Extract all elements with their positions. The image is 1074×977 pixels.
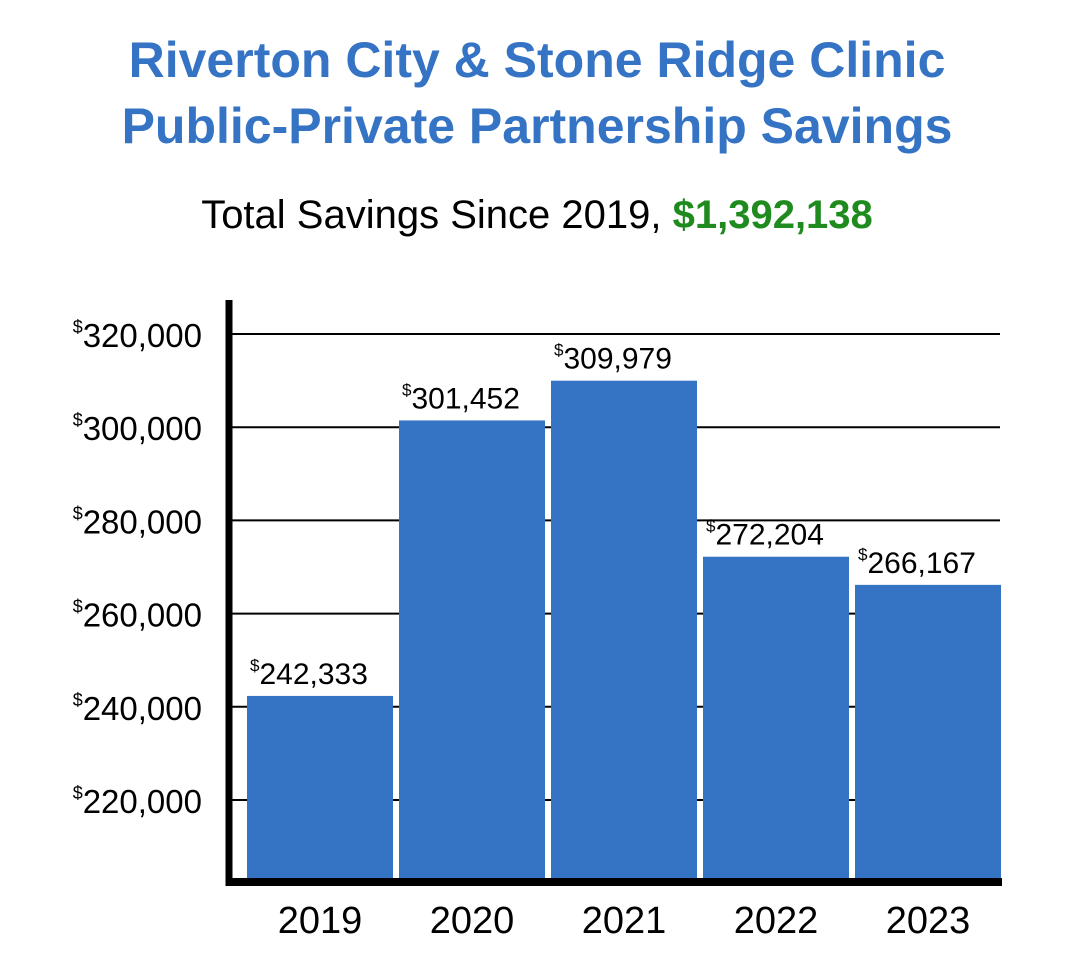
- y-tick-label-220000: $220,000: [73, 783, 202, 820]
- data-labels: $242,333$301,452$309,979$272,204$266,167: [250, 341, 976, 691]
- data-label-2021: $309,979: [554, 341, 672, 376]
- data-label-2022: $272,204: [706, 517, 824, 552]
- chart-title-line-1: Riverton City & Stone Ridge Clinic: [128, 32, 946, 88]
- x-tick-label-2020: 2020: [430, 900, 515, 942]
- data-label-currency: $: [554, 341, 564, 360]
- y-tick-label-300000: $300,000: [73, 410, 202, 447]
- data-label-value: 309,979: [563, 343, 671, 376]
- chart-subtitle: Total Savings Since 2019, $1,392,138: [0, 190, 1074, 240]
- x-tick-label-2021: 2021: [582, 900, 667, 942]
- y-tick-labels: $220,000$240,000$260,000$280,000$300,000…: [73, 317, 202, 820]
- data-label-2023: $266,167: [858, 545, 976, 580]
- y-tick-value: 260,000: [83, 597, 202, 634]
- y-tick-label-320000: $320,000: [73, 317, 202, 354]
- x-tick-labels: 2019 2020 2021 2022 2023: [278, 900, 971, 942]
- y-tick-currency: $: [73, 410, 83, 430]
- y-tick-currency: $: [73, 317, 83, 337]
- bar-2021: [551, 380, 697, 880]
- data-label-currency: $: [706, 517, 716, 536]
- data-label-currency: $: [250, 656, 260, 675]
- y-tick-currency: $: [73, 597, 83, 617]
- data-label-currency: $: [858, 545, 868, 564]
- data-label-2019: $242,333: [250, 656, 368, 691]
- bar-2022: [703, 556, 849, 880]
- total-savings-value: $1,392,138: [672, 193, 873, 237]
- y-tick-value: 280,000: [83, 503, 202, 540]
- axes: [225, 300, 1002, 886]
- y-tick-currency: $: [73, 783, 83, 803]
- data-label-value: 266,167: [867, 547, 975, 580]
- data-label-2020: $301,452: [402, 380, 520, 415]
- bar-2023: [855, 584, 1001, 880]
- chart-title-line-2: Public-Private Partnership Savings: [121, 98, 953, 154]
- data-label-value: 242,333: [259, 658, 367, 691]
- subtitle-prefix: Total Savings Since 2019,: [201, 193, 673, 237]
- data-label-currency: $: [402, 380, 412, 399]
- x-tick-label-2023: 2023: [886, 900, 971, 942]
- y-tick-label-260000: $260,000: [73, 597, 202, 634]
- y-tick-currency: $: [73, 690, 83, 710]
- y-tick-label-240000: $240,000: [73, 690, 202, 727]
- data-label-value: 272,204: [715, 519, 823, 552]
- x-tick-label-2019: 2019: [278, 900, 363, 942]
- bar-2020: [399, 420, 545, 880]
- y-tick-value: 220,000: [83, 783, 202, 820]
- y-tick-value: 320,000: [83, 317, 202, 354]
- bar-2019: [247, 695, 393, 880]
- y-tick-value: 300,000: [83, 410, 202, 447]
- y-tick-currency: $: [73, 503, 83, 523]
- data-label-value: 301,452: [411, 382, 519, 415]
- x-tick-label-2022: 2022: [734, 900, 819, 942]
- y-tick-label-280000: $280,000: [73, 503, 202, 540]
- y-tick-value: 240,000: [83, 690, 202, 727]
- bars: [247, 380, 1001, 880]
